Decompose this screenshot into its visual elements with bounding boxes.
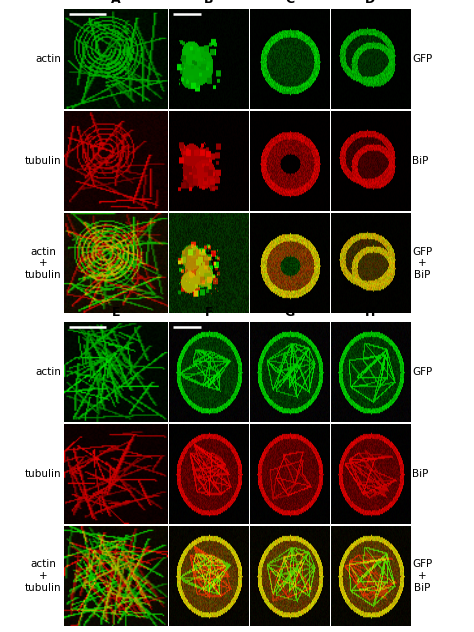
Text: D: D [365, 0, 375, 6]
Text: E: E [112, 306, 120, 319]
Text: tubulin: tubulin [25, 156, 62, 166]
Text: actin: actin [36, 54, 62, 64]
Text: F: F [205, 306, 213, 319]
Text: GFP: GFP [412, 367, 433, 377]
Text: actin
+
tubulin: actin + tubulin [25, 559, 62, 593]
Text: BiP: BiP [412, 469, 429, 479]
Text: B: B [204, 0, 214, 6]
Text: G: G [284, 306, 295, 319]
Text: GFP: GFP [412, 54, 433, 64]
Text: H: H [365, 306, 375, 319]
Text: GFP
+
BiP: GFP + BiP [412, 246, 433, 280]
Text: actin: actin [36, 367, 62, 377]
Text: A: A [111, 0, 121, 6]
Text: tubulin: tubulin [25, 469, 62, 479]
Text: BiP: BiP [412, 156, 429, 166]
Text: C: C [285, 0, 294, 6]
Text: GFP
+
BiP: GFP + BiP [412, 559, 433, 593]
Text: actin
+
tubulin: actin + tubulin [25, 246, 62, 280]
